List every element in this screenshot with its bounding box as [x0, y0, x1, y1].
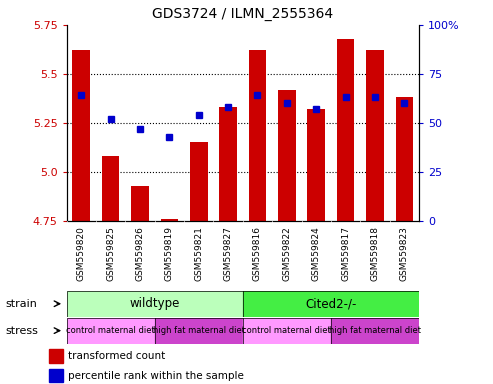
Text: high fat maternal diet: high fat maternal diet — [153, 326, 245, 335]
Bar — [366, 50, 384, 221]
Text: GSM559819: GSM559819 — [165, 226, 174, 281]
Title: GDS3724 / ILMN_2555364: GDS3724 / ILMN_2555364 — [152, 7, 333, 21]
Bar — [67, 291, 243, 317]
Bar — [278, 89, 296, 221]
Text: percentile rank within the sample: percentile rank within the sample — [69, 371, 244, 381]
Bar — [308, 109, 325, 221]
Bar — [49, 369, 63, 382]
Text: control maternal diet: control maternal diet — [66, 326, 155, 335]
Text: Cited2-/-: Cited2-/- — [305, 297, 356, 310]
Bar — [72, 50, 90, 221]
Bar — [248, 50, 266, 221]
Text: control maternal diet: control maternal diet — [243, 326, 331, 335]
Bar — [243, 318, 331, 344]
Text: high fat maternal diet: high fat maternal diet — [329, 326, 421, 335]
Bar — [219, 107, 237, 221]
Text: GSM559823: GSM559823 — [400, 226, 409, 281]
Bar — [337, 39, 354, 221]
Bar — [190, 142, 208, 221]
Bar — [243, 291, 419, 317]
Text: GSM559825: GSM559825 — [106, 226, 115, 281]
Bar — [102, 156, 119, 221]
Text: stress: stress — [5, 326, 38, 336]
Bar — [331, 318, 419, 344]
Text: GSM559816: GSM559816 — [253, 226, 262, 281]
Text: GSM559817: GSM559817 — [341, 226, 350, 281]
Bar — [49, 349, 63, 363]
Text: wildtype: wildtype — [130, 297, 180, 310]
Text: GSM559822: GSM559822 — [282, 226, 291, 281]
Bar — [67, 318, 155, 344]
Bar — [395, 98, 413, 221]
Text: strain: strain — [5, 299, 37, 309]
Bar — [131, 185, 149, 221]
Text: GSM559820: GSM559820 — [77, 226, 86, 281]
Bar — [161, 219, 178, 221]
Text: GSM559821: GSM559821 — [194, 226, 203, 281]
Text: transformed count: transformed count — [69, 351, 166, 361]
Bar — [155, 318, 243, 344]
Text: GSM559824: GSM559824 — [312, 226, 321, 281]
Text: GSM559818: GSM559818 — [370, 226, 380, 281]
Text: GSM559827: GSM559827 — [224, 226, 233, 281]
Text: GSM559826: GSM559826 — [136, 226, 144, 281]
